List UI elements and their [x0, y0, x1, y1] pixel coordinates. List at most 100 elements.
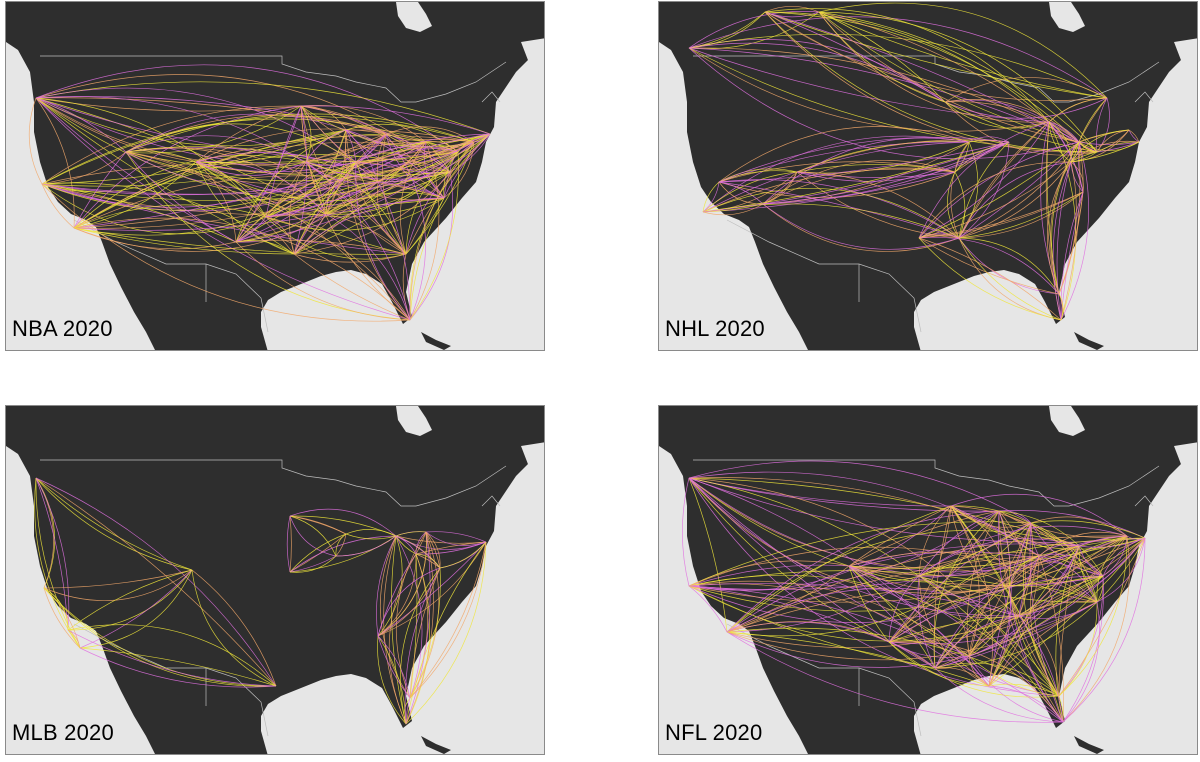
route-line — [968, 537, 1146, 657]
route-line — [848, 565, 990, 687]
route-line — [988, 575, 1104, 687]
route-line — [35, 96, 407, 255]
bay-water — [1049, 406, 1085, 436]
route-line — [688, 477, 1104, 577]
route-line — [35, 477, 277, 687]
route-line — [1070, 141, 1140, 163]
route-line — [305, 161, 451, 180]
route-line — [235, 216, 267, 243]
route-line — [195, 161, 407, 255]
route-line — [425, 531, 441, 569]
route-line — [888, 535, 1128, 643]
panel-title-nba: NBA 2020 — [12, 316, 113, 341]
route-line — [702, 181, 720, 213]
route-line — [1062, 601, 1100, 723]
route-line — [235, 129, 347, 243]
route-line — [425, 531, 487, 546]
route-line — [1128, 129, 1140, 143]
route-line — [43, 587, 81, 649]
route-line — [888, 641, 990, 687]
route-line — [762, 203, 960, 252]
map-panel-nba: NBA 2020 — [5, 1, 545, 351]
route-line — [305, 161, 379, 184]
route-line — [688, 11, 820, 49]
route-line — [1070, 161, 1084, 193]
route-line — [918, 575, 1060, 697]
route-line — [1050, 141, 1080, 295]
route-line — [35, 64, 459, 153]
route-line — [125, 151, 237, 243]
route-line — [688, 460, 1032, 524]
bay-water — [396, 2, 432, 32]
route-line — [1070, 129, 1130, 163]
bay-water — [396, 406, 432, 436]
border-line — [481, 91, 501, 103]
map-panel-mlb: MLB 2020 — [5, 405, 545, 755]
route-line — [934, 601, 1098, 669]
route-line — [235, 241, 411, 321]
route-line — [1008, 555, 1040, 587]
route-line — [918, 121, 1050, 239]
route-line — [1058, 161, 1077, 295]
route-line — [305, 133, 491, 176]
route-line — [289, 508, 397, 537]
route-line — [377, 567, 441, 637]
route-line — [818, 11, 1050, 123]
route-line — [1096, 97, 1108, 153]
route-line — [1056, 161, 1072, 321]
route-line — [1048, 121, 1080, 143]
route-line — [409, 151, 459, 321]
route-line — [958, 191, 1084, 239]
route-line — [848, 565, 890, 643]
route-line — [764, 11, 1080, 143]
route-line — [35, 477, 193, 571]
route-line — [958, 141, 1010, 239]
route-line — [293, 141, 475, 255]
route-line — [293, 181, 379, 255]
route-line — [688, 477, 1064, 723]
route-line — [718, 168, 798, 183]
route-line — [818, 11, 1108, 99]
route-line — [702, 203, 764, 216]
route-line — [1048, 121, 1077, 321]
route-line — [726, 631, 1064, 723]
route-line — [405, 531, 431, 725]
route-line — [796, 140, 970, 173]
route-line — [988, 685, 1064, 723]
route-line — [918, 525, 1128, 577]
route-line — [265, 197, 445, 231]
route-line — [718, 126, 970, 183]
route-line — [718, 181, 960, 239]
route-line — [688, 42, 946, 103]
route-line — [125, 147, 407, 255]
route-line — [968, 655, 1060, 697]
route-line — [1062, 537, 1146, 723]
route-line — [1128, 129, 1140, 143]
route-line — [918, 237, 1062, 321]
route-line — [1060, 191, 1084, 321]
route-line — [35, 81, 491, 135]
route-line — [335, 533, 347, 557]
route-line — [950, 505, 1080, 547]
route-line — [764, 11, 946, 103]
route-line — [918, 141, 1080, 239]
route-line — [395, 535, 441, 569]
route-line — [409, 541, 487, 699]
panel-title-mlb: MLB 2020 — [12, 720, 114, 745]
route-line — [1008, 585, 1098, 603]
route-line — [688, 585, 728, 633]
route-line — [688, 16, 1108, 99]
route-line — [377, 181, 411, 321]
route-line — [1008, 585, 1020, 617]
route-line — [35, 97, 357, 163]
route-line — [235, 105, 302, 243]
route-line — [67, 569, 193, 631]
route-line — [395, 531, 427, 699]
route-line — [688, 574, 1060, 697]
mlb-route-map — [6, 406, 544, 754]
route-line — [195, 161, 445, 218]
route-line — [1096, 141, 1140, 153]
route-line — [289, 515, 292, 573]
route-line — [1030, 516, 1128, 537]
route-line — [688, 580, 970, 657]
